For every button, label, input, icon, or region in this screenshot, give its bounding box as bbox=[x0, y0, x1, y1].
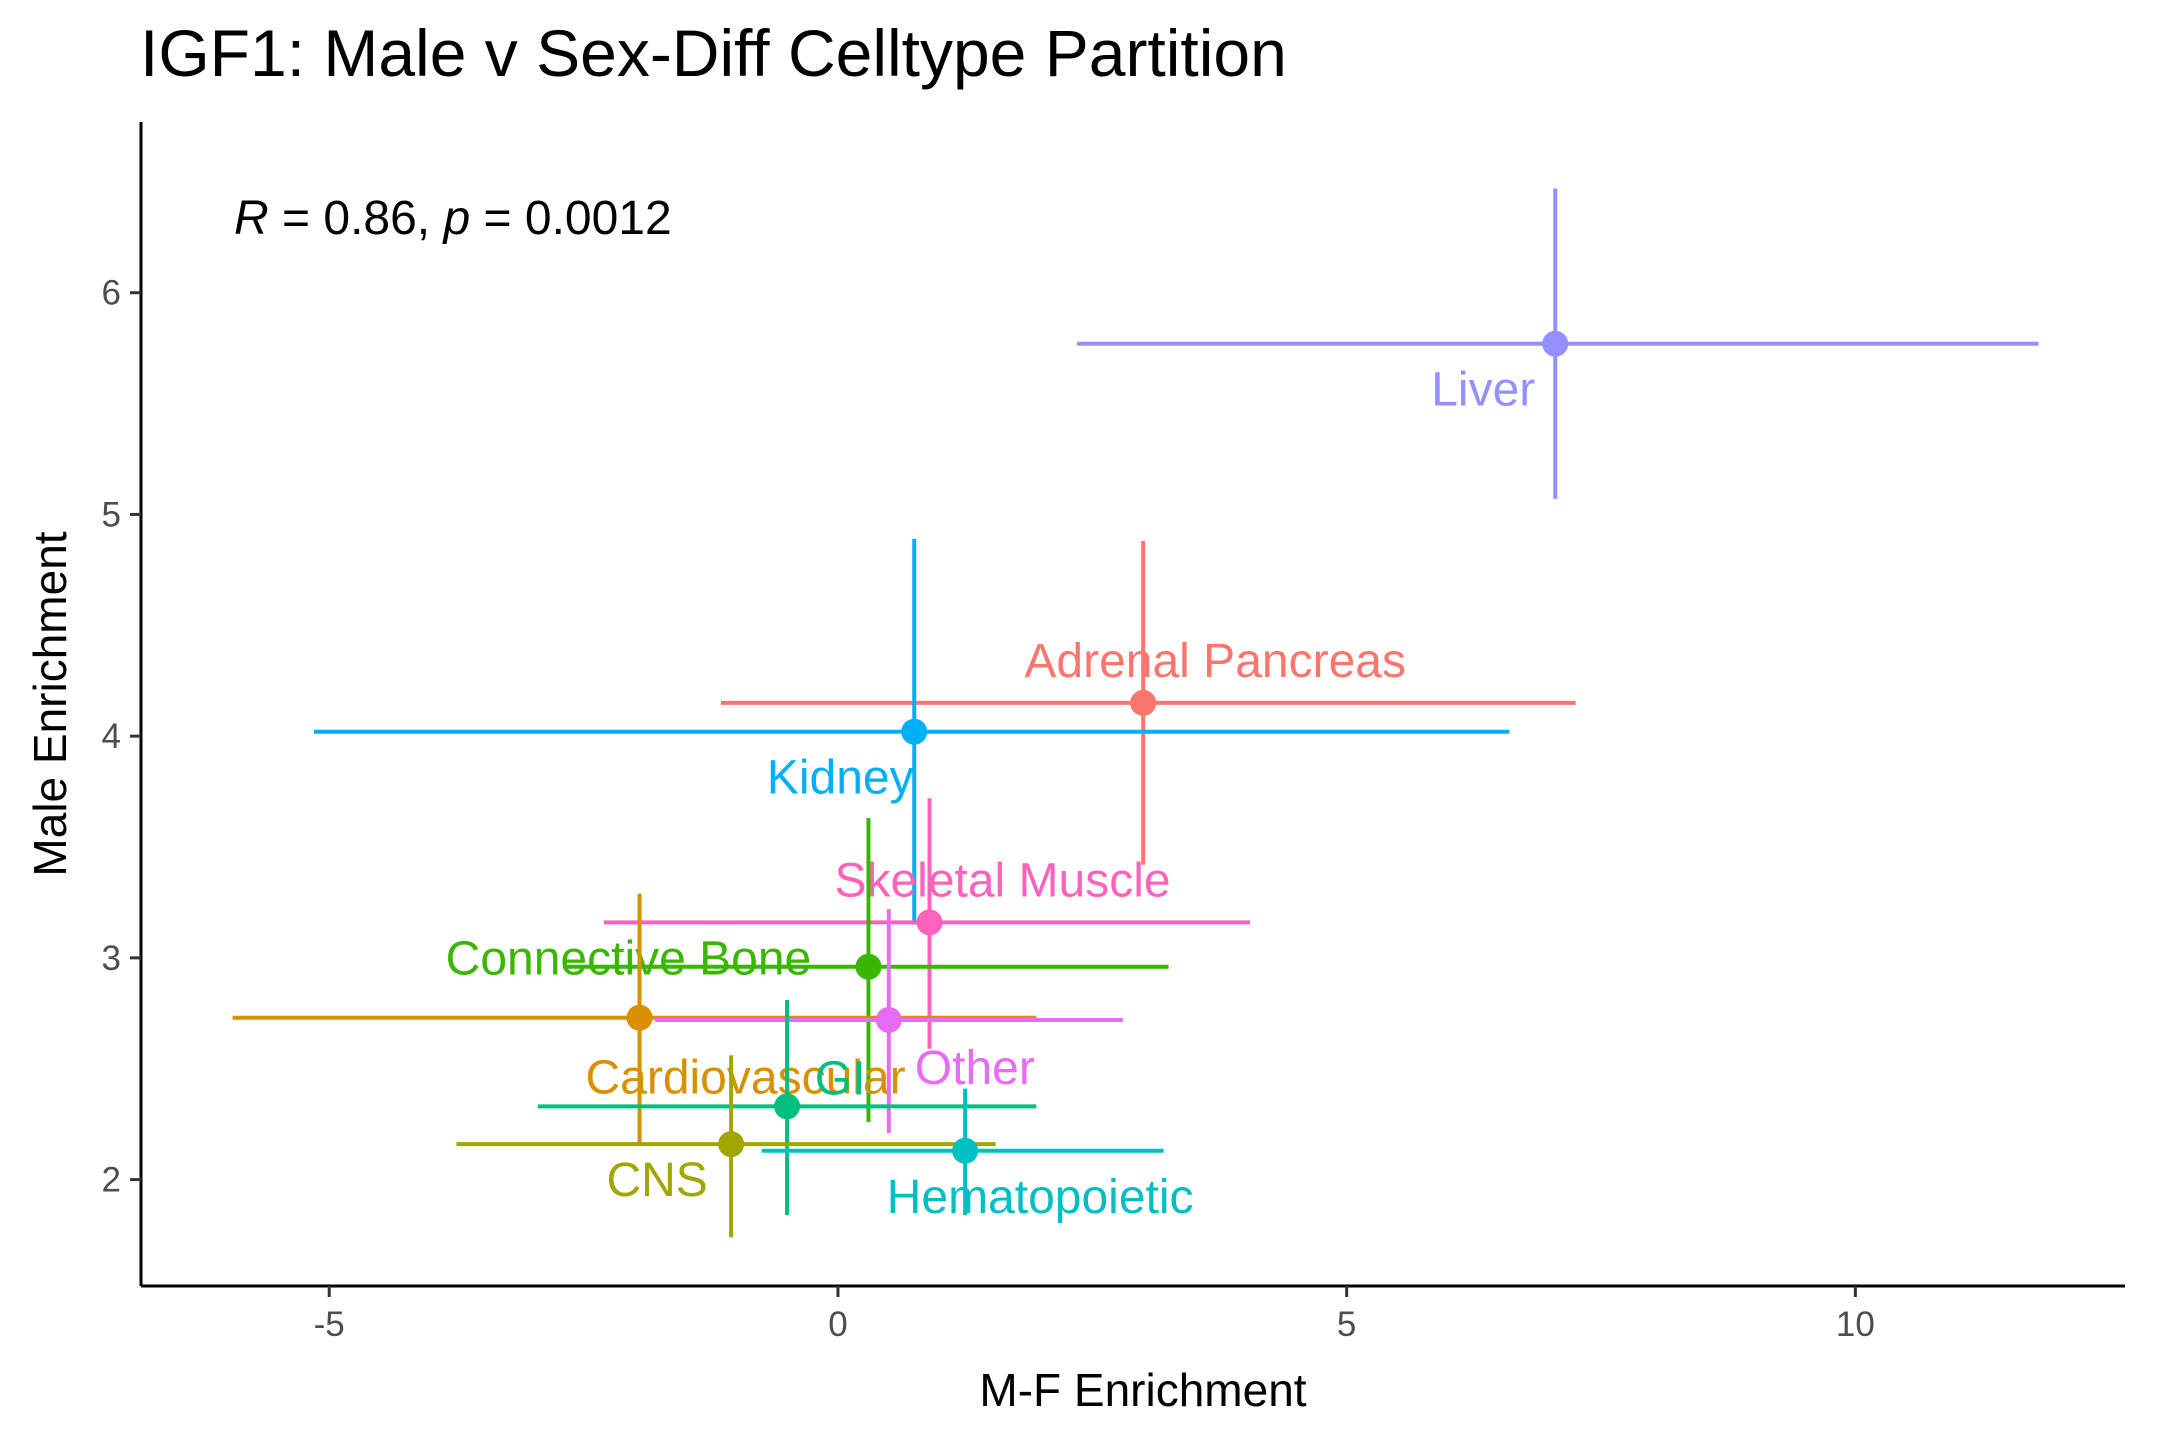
point-label: Skeletal Muscle bbox=[834, 854, 1170, 907]
point-group: Skeletal Muscle bbox=[603, 798, 1251, 1049]
point-label: Other bbox=[915, 1042, 1035, 1095]
y-tick-label: 6 bbox=[102, 274, 121, 313]
x-tick-label: 10 bbox=[1836, 1305, 1875, 1344]
data-point bbox=[916, 909, 943, 936]
point-group: Hematopoietic bbox=[761, 1088, 1194, 1224]
y-tick-label: 5 bbox=[102, 495, 121, 534]
r-symbol: R bbox=[234, 192, 269, 245]
point-label: Connective Bone bbox=[446, 933, 812, 986]
point-label: GI bbox=[815, 1052, 866, 1105]
point-label: Hematopoietic bbox=[887, 1171, 1194, 1224]
point-group: CNS bbox=[456, 1055, 996, 1238]
x-axis-ticks: -5 0 5 10 bbox=[314, 1286, 1875, 1344]
point-label: Cardiovascular bbox=[585, 1052, 905, 1105]
data-point bbox=[626, 1004, 653, 1031]
point-label: Liver bbox=[1431, 364, 1535, 417]
data-point bbox=[952, 1137, 979, 1164]
point-label: Adrenal Pancreas bbox=[1024, 635, 1406, 688]
y-axis-title: Male Enrichment bbox=[24, 531, 76, 876]
x-tick-label: 5 bbox=[1337, 1305, 1356, 1344]
data-point bbox=[855, 953, 882, 980]
r-value: = 0.86, bbox=[269, 192, 444, 245]
data-point bbox=[901, 718, 928, 745]
point-group: Liver bbox=[1077, 188, 2039, 499]
series-layer: Liver Adrenal Pancreas Kidney Skeletal Musc… bbox=[232, 188, 2039, 1238]
data-point bbox=[1542, 330, 1569, 357]
data-point bbox=[1130, 689, 1157, 716]
point-group: GI bbox=[537, 999, 1037, 1216]
y-tick-label: 4 bbox=[102, 717, 121, 756]
x-tick-label: 0 bbox=[828, 1305, 847, 1344]
correlation-annotation: R = 0.86, p = 0.0012 bbox=[234, 192, 672, 245]
data-point bbox=[718, 1131, 745, 1158]
point-label: CNS bbox=[606, 1154, 707, 1207]
p-value: = 0.0012 bbox=[470, 192, 672, 245]
chart-title: IGF1: Male v Sex-Diff Celltype Partition bbox=[140, 16, 1287, 90]
point-group: Connective Bone bbox=[446, 818, 1169, 1122]
x-tick-label: -5 bbox=[314, 1305, 345, 1344]
data-point bbox=[875, 1006, 902, 1033]
y-tick-label: 3 bbox=[102, 939, 121, 978]
point-group: Cardiovascular bbox=[232, 893, 1037, 1145]
p-symbol: p bbox=[441, 192, 470, 245]
point-group: Kidney bbox=[313, 538, 1510, 925]
point-group: Adrenal Pancreas bbox=[720, 541, 1576, 865]
x-axis-title: M-F Enrichment bbox=[979, 1364, 1306, 1416]
data-point bbox=[774, 1093, 801, 1120]
y-tick-label: 2 bbox=[102, 1161, 121, 1200]
y-axis-ticks: 2 3 4 5 6 bbox=[102, 274, 141, 1200]
point-label: Kidney bbox=[767, 752, 914, 805]
point-group: Other bbox=[654, 909, 1123, 1134]
